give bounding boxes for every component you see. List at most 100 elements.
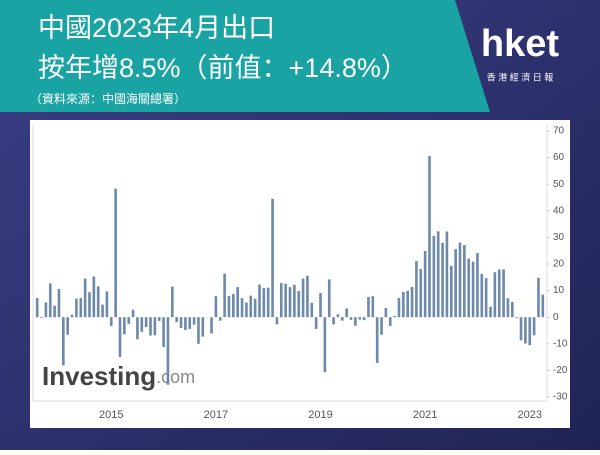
bar [332,317,335,324]
bar [515,317,518,318]
title-line2: 按年增8.5%（前值：+14.8%） [38,53,408,83]
bar [263,288,266,317]
bar [411,287,414,317]
bar [79,298,82,317]
bar [467,259,470,318]
bar [367,297,370,317]
source: （資料來源：中國海關總署） [30,91,186,106]
bar [49,283,52,317]
bar [337,314,340,317]
bar [402,292,405,317]
logo: hket [481,23,559,65]
bar [393,316,396,317]
bar [193,317,196,324]
bar [167,317,170,385]
bar [97,286,100,317]
bar [302,279,305,318]
bar [249,296,252,318]
bar [123,317,126,334]
bar [180,317,183,328]
y-tick-label: 20 [553,259,565,270]
bar [315,317,318,329]
y-tick-label: -20 [553,365,568,376]
logo-subtitle: 香 港 經 濟 日 報 [487,71,554,82]
bar [40,317,43,318]
bar [319,293,322,317]
bar [428,156,431,317]
bar [415,261,418,317]
bar [520,317,523,340]
bar [345,308,348,317]
x-tick-label: 2019 [308,409,332,421]
bar [66,317,69,335]
bar [358,317,361,319]
bar [406,291,409,317]
bar [188,317,191,329]
bar [202,317,205,336]
bar [372,296,375,317]
bar [36,298,39,317]
bar [476,253,479,317]
bar [441,243,444,317]
bar [140,317,143,332]
bar [485,278,488,317]
bar [424,251,427,317]
bar [162,317,165,347]
bar [459,242,462,317]
bar [507,298,510,317]
bar [502,269,505,317]
bar [276,317,279,324]
bar [376,317,379,363]
y-tick-label: 10 [553,285,565,296]
bar [419,269,422,317]
bar [363,317,366,320]
bar [324,317,327,372]
bar [245,303,248,318]
bar [293,285,296,317]
bar [271,199,274,317]
title-line1: 中國2023年4月出口 [38,13,275,43]
bar [450,266,453,317]
bar [132,310,135,317]
bar [254,299,257,317]
bar [127,317,130,324]
bar [119,317,122,357]
y-tick-label: 40 [553,205,565,216]
bar [71,315,74,317]
bar [489,307,492,317]
bar [62,317,65,365]
bar [446,232,449,318]
bar [258,284,261,317]
bar [341,317,344,320]
bar [297,291,300,317]
bar [284,284,287,318]
y-tick-label: 60 [553,152,565,163]
bar [93,277,96,318]
bar [236,287,239,317]
bar [228,296,231,317]
bar [463,245,466,317]
bar [437,231,440,317]
bar [106,291,109,317]
bar [84,279,87,318]
bar [110,317,113,326]
bar [533,317,536,335]
bar [328,279,331,317]
bar [149,317,152,335]
bar [145,317,148,327]
bar [385,308,388,317]
y-tick-label: 70 [553,126,565,137]
bar [494,272,497,317]
bar [354,317,357,326]
bar [215,296,218,317]
bar [350,317,353,320]
bar [542,295,545,318]
bar [210,317,213,333]
bar [241,298,244,317]
bar [75,299,78,318]
y-tick-label: -30 [553,392,568,403]
bar [380,317,383,335]
bar [310,303,313,317]
bar [184,317,187,330]
